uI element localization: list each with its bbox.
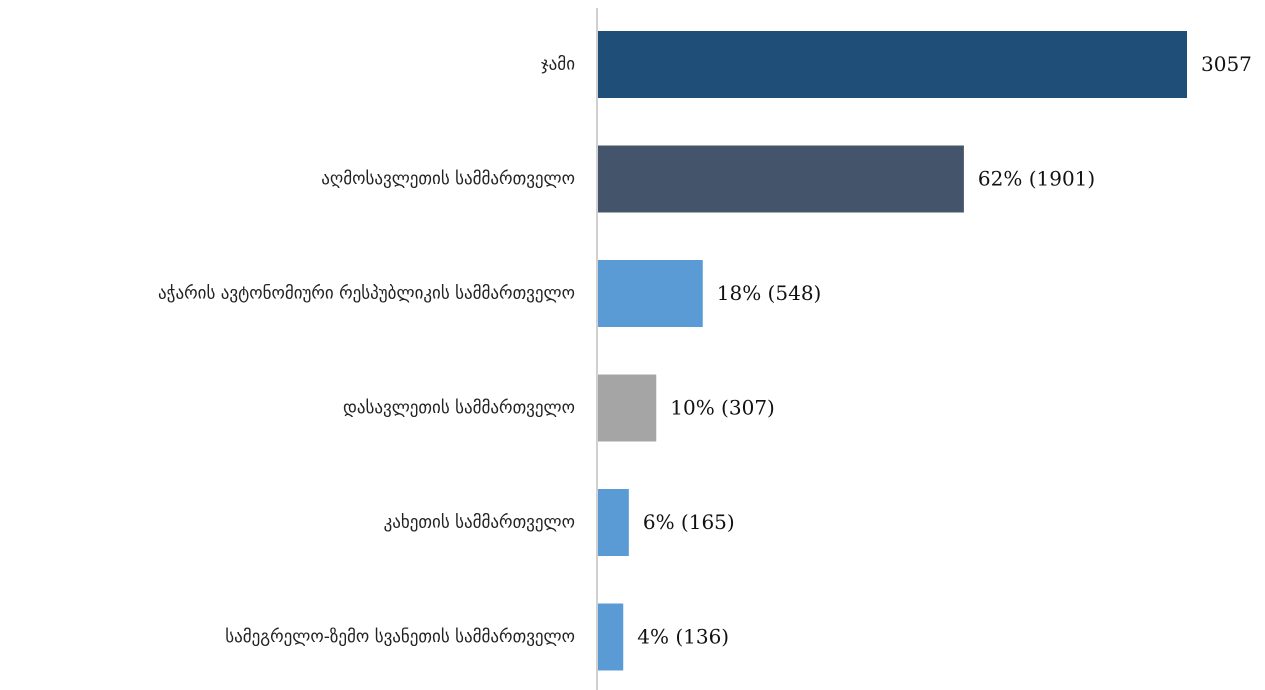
- data-label-1: 62% (1901): [978, 167, 1095, 191]
- category-label-3: დასავლეთის სამმართველო: [343, 398, 575, 418]
- bar-0: [597, 31, 1187, 98]
- category-label-0: ჯამი: [541, 55, 575, 75]
- bars-group: [597, 31, 1187, 671]
- category-label-4: კახეთის სამმართველო: [384, 513, 575, 533]
- data-label-4: 6% (165): [643, 510, 735, 534]
- data-label-5: 4% (136): [637, 625, 729, 649]
- category-labels-group: ჯამი აღმოსავლეთის სამმართველო აჭარის ავტონ…: [158, 55, 575, 648]
- data-label-3: 10% (307): [670, 396, 775, 420]
- bar-1: [597, 145, 964, 213]
- bar-5: [597, 603, 624, 671]
- category-label-1: აღმოსავლეთის სამმართველო: [321, 169, 575, 189]
- data-label-0: 3057: [1201, 52, 1252, 76]
- category-label-2: აჭარის ავტონომიური რესპუბლიკის სამმართვე…: [158, 284, 575, 304]
- bar-2: [597, 260, 703, 327]
- bar-3: [597, 374, 657, 442]
- data-label-2: 18% (548): [717, 281, 822, 305]
- bar-4: [597, 489, 629, 556]
- category-label-5: სამეგრელო-ზემო სვანეთის სამმართველო: [225, 627, 575, 647]
- value-labels-group: 3057 62% (1901) 18% (548) 10% (307) 6% (165)…: [637, 52, 1252, 649]
